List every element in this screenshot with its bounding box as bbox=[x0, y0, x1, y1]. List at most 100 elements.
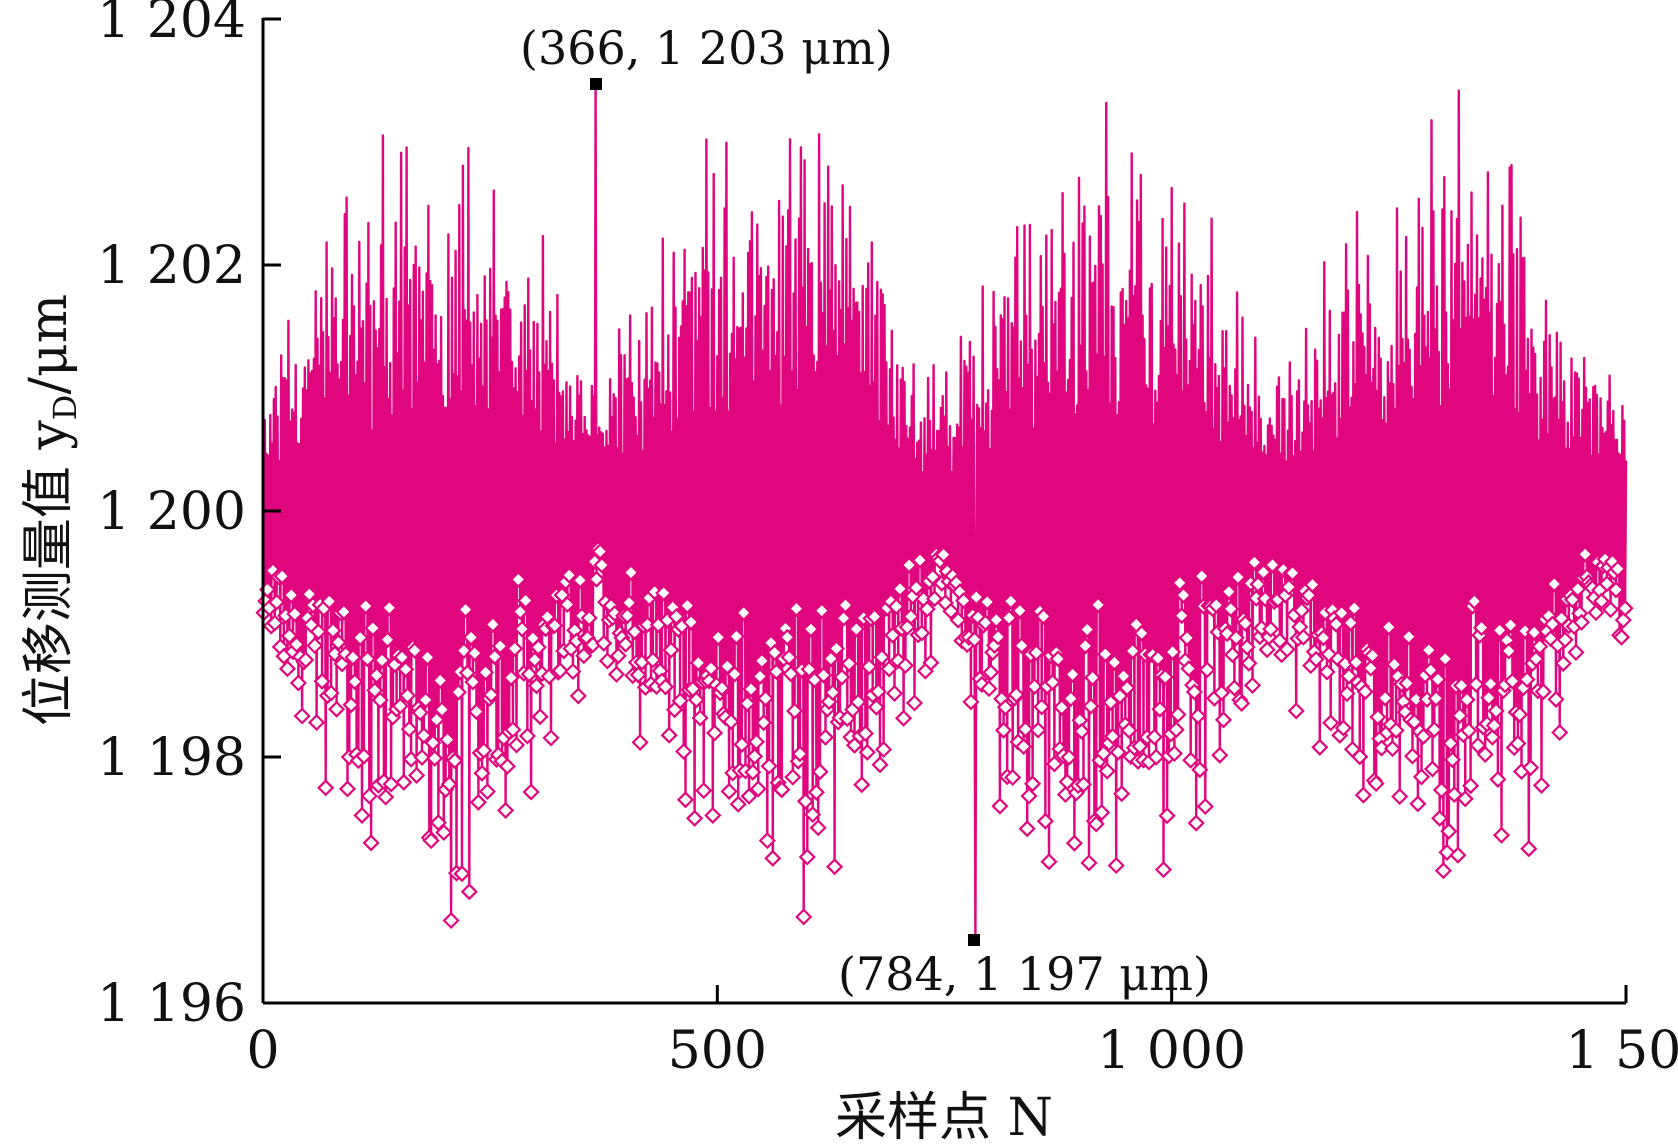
data-point bbox=[800, 660, 818, 678]
data-point bbox=[580, 609, 598, 627]
data-point bbox=[826, 858, 844, 876]
data-point bbox=[1207, 596, 1225, 614]
data-point bbox=[749, 780, 767, 798]
data-point bbox=[695, 782, 713, 800]
data-point bbox=[1563, 591, 1581, 609]
data-point bbox=[1602, 601, 1620, 619]
data-point bbox=[1245, 553, 1263, 571]
data-point bbox=[902, 607, 920, 626]
data-point bbox=[1383, 740, 1402, 758]
data-point bbox=[1007, 686, 1025, 704]
data-point bbox=[885, 684, 904, 702]
data-point bbox=[1520, 840, 1538, 858]
data-point bbox=[965, 631, 984, 649]
data-point bbox=[1442, 734, 1460, 752]
data-point bbox=[911, 551, 929, 569]
data-point bbox=[727, 627, 745, 645]
data-point bbox=[875, 740, 893, 759]
data-point bbox=[629, 666, 647, 684]
data-point bbox=[1193, 567, 1211, 585]
data-point bbox=[758, 832, 776, 850]
data-point bbox=[620, 594, 638, 612]
data-point bbox=[1182, 751, 1200, 769]
data-point bbox=[1391, 787, 1409, 806]
data-point bbox=[1436, 650, 1454, 668]
data-point bbox=[324, 621, 342, 640]
data-point bbox=[309, 623, 327, 641]
data-point bbox=[442, 911, 460, 930]
data-point bbox=[1587, 604, 1605, 622]
data-point bbox=[1532, 776, 1551, 794]
data-point bbox=[1440, 822, 1458, 840]
data-point bbox=[804, 805, 822, 824]
data-point bbox=[1124, 642, 1142, 660]
data-point bbox=[1373, 739, 1391, 757]
data-point bbox=[1233, 694, 1251, 712]
data-point bbox=[317, 779, 335, 797]
data-point bbox=[1362, 659, 1380, 677]
data-point bbox=[618, 607, 636, 625]
annotation-label-max: (366, 1 203 μm) bbox=[520, 21, 893, 75]
data-point bbox=[1500, 642, 1518, 660]
data-point bbox=[527, 677, 546, 695]
data-point bbox=[1189, 707, 1207, 725]
data-point bbox=[1065, 834, 1083, 852]
data-point bbox=[411, 704, 429, 722]
data-point bbox=[1187, 814, 1205, 832]
data-point bbox=[1476, 745, 1494, 763]
data-point bbox=[380, 599, 398, 617]
data-point bbox=[278, 660, 297, 678]
data-point bbox=[368, 666, 386, 684]
data-point bbox=[1376, 689, 1394, 707]
data-point bbox=[422, 832, 440, 850]
data-point bbox=[1222, 600, 1240, 618]
data-point bbox=[467, 703, 486, 721]
data-point bbox=[1423, 760, 1442, 778]
data-point bbox=[1522, 759, 1540, 777]
data-point bbox=[1094, 744, 1113, 762]
data-point bbox=[1062, 690, 1080, 708]
data-point bbox=[1225, 679, 1243, 697]
data-point bbox=[413, 748, 431, 766]
data-point bbox=[767, 663, 785, 681]
data-point bbox=[342, 696, 360, 714]
data-point bbox=[273, 567, 291, 585]
data-point bbox=[1380, 618, 1398, 636]
data-point bbox=[288, 635, 306, 653]
data-point bbox=[764, 849, 782, 867]
data-point bbox=[491, 637, 509, 655]
data-point bbox=[1427, 689, 1445, 707]
data-point bbox=[328, 700, 346, 718]
data-point bbox=[497, 801, 515, 819]
data-point bbox=[1492, 826, 1511, 844]
data-point bbox=[1456, 790, 1474, 808]
data-point bbox=[1174, 586, 1193, 604]
data-point bbox=[571, 571, 589, 589]
data-point bbox=[1000, 609, 1018, 627]
data-point bbox=[1314, 629, 1332, 647]
data-point bbox=[1064, 665, 1082, 683]
data-point bbox=[1592, 592, 1611, 610]
data-point bbox=[682, 613, 700, 631]
data-point bbox=[513, 620, 531, 638]
data-point bbox=[751, 667, 769, 685]
data-point bbox=[1452, 676, 1471, 695]
annotation-label-min: (784, 1 197 μm) bbox=[838, 947, 1211, 1001]
data-point bbox=[773, 781, 791, 799]
data-point bbox=[1033, 698, 1051, 716]
data-point bbox=[520, 665, 538, 683]
data-point bbox=[415, 726, 433, 745]
data-point bbox=[1016, 720, 1034, 738]
data-point bbox=[1409, 795, 1427, 813]
series-line bbox=[262, 79, 1628, 943]
data-point bbox=[1238, 638, 1256, 656]
data-point bbox=[1167, 721, 1185, 739]
data-point bbox=[1078, 620, 1096, 639]
y-tick-label: 1 198 bbox=[97, 728, 246, 788]
data-point bbox=[1503, 672, 1521, 690]
data-point bbox=[742, 680, 760, 698]
data-point bbox=[1449, 846, 1467, 864]
data-point bbox=[835, 609, 853, 627]
data-point bbox=[1249, 575, 1267, 593]
